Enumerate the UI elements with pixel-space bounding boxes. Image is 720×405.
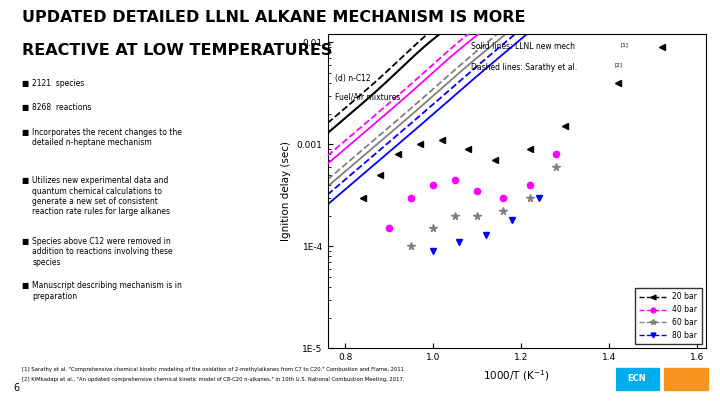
X-axis label: 1000/T (K$^{-1}$): 1000/T (K$^{-1}$) — [483, 368, 550, 382]
Text: [2]: [2] — [615, 63, 623, 68]
Text: Dashed lines: Sarathy et al.: Dashed lines: Sarathy et al. — [472, 63, 577, 72]
Text: ECN: ECN — [628, 374, 647, 383]
Text: Incorporates the recent changes to the
detailed n-heptane mechanism: Incorporates the recent changes to the d… — [32, 128, 182, 147]
Text: [2] KiMkadapi et al., "An updated comprehensive chemical kinetic model of C8-C20: [2] KiMkadapi et al., "An updated compre… — [22, 377, 404, 382]
Text: 6: 6 — [13, 383, 19, 393]
Y-axis label: Ignition delay (sec): Ignition delay (sec) — [282, 141, 292, 241]
Text: ■: ■ — [22, 281, 29, 290]
Text: UPDATED DETAILED LLNL ALKANE MECHANISM IS MORE: UPDATED DETAILED LLNL ALKANE MECHANISM I… — [22, 10, 525, 25]
Text: Species above C12 were removed in
addition to reactions involving these
species: Species above C12 were removed in additi… — [32, 237, 173, 267]
Text: ■: ■ — [22, 176, 29, 185]
Text: ■: ■ — [22, 79, 29, 88]
Text: ■: ■ — [22, 237, 29, 246]
Text: ■: ■ — [22, 103, 29, 112]
Text: 2121  species: 2121 species — [32, 79, 85, 88]
Text: Utilizes new experimental data and
quantum chemical calculations to
generate a n: Utilizes new experimental data and quant… — [32, 176, 171, 216]
Text: Solid lines: LLNL new mech: Solid lines: LLNL new mech — [472, 42, 575, 51]
Text: 8268  reactions: 8268 reactions — [32, 103, 91, 112]
Text: [1] Sarathy et al. "Comprehensive chemical kinetic modeling of the oxidation of : [1] Sarathy et al. "Comprehensive chemic… — [22, 367, 404, 371]
Legend: 20 bar, 40 bar, 60 bar, 80 bar: 20 bar, 40 bar, 60 bar, 80 bar — [635, 288, 702, 345]
Text: REACTIVE AT LOW TEMPERATURES: REACTIVE AT LOW TEMPERATURES — [22, 43, 332, 58]
Text: Fuel/Air mixtures: Fuel/Air mixtures — [336, 92, 400, 102]
Bar — [616, 368, 660, 390]
Text: [1]: [1] — [621, 42, 629, 47]
Text: Manuscript describing mechanism is in
preparation: Manuscript describing mechanism is in pr… — [32, 281, 182, 301]
Bar — [665, 368, 708, 390]
Text: (d) n-C12: (d) n-C12 — [336, 74, 371, 83]
Text: ■: ■ — [22, 128, 29, 136]
